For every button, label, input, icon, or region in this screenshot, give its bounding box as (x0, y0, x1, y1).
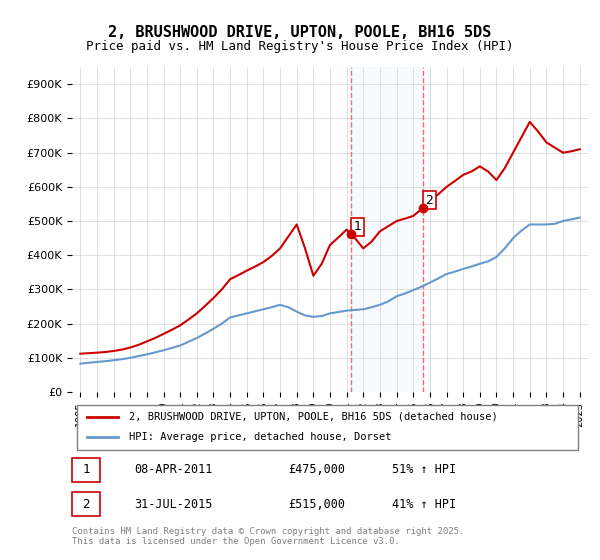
Text: HPI: Average price, detached house, Dorset: HPI: Average price, detached house, Dors… (129, 432, 391, 442)
FancyBboxPatch shape (72, 492, 100, 516)
Bar (351, 67, 423, 392)
Text: 1: 1 (353, 220, 362, 233)
FancyBboxPatch shape (72, 458, 100, 482)
Text: 1: 1 (82, 464, 89, 477)
Text: Contains HM Land Registry data © Crown copyright and database right 2025.
This d: Contains HM Land Registry data © Crown c… (72, 526, 464, 546)
FancyBboxPatch shape (77, 405, 578, 450)
Text: Price paid vs. HM Land Registry's House Price Index (HPI): Price paid vs. HM Land Registry's House … (86, 40, 514, 53)
Text: £515,000: £515,000 (289, 497, 346, 511)
Text: 2: 2 (425, 194, 433, 207)
Text: 2, BRUSHWOOD DRIVE, UPTON, POOLE, BH16 5DS: 2, BRUSHWOOD DRIVE, UPTON, POOLE, BH16 5… (109, 25, 491, 40)
Text: £475,000: £475,000 (289, 464, 346, 477)
Text: 41% ↑ HPI: 41% ↑ HPI (392, 497, 456, 511)
Text: 08-APR-2011: 08-APR-2011 (134, 464, 212, 477)
Text: 31-JUL-2015: 31-JUL-2015 (134, 497, 212, 511)
Text: 2: 2 (82, 497, 89, 511)
Text: 2, BRUSHWOOD DRIVE, UPTON, POOLE, BH16 5DS (detached house): 2, BRUSHWOOD DRIVE, UPTON, POOLE, BH16 5… (129, 412, 497, 422)
Text: 51% ↑ HPI: 51% ↑ HPI (392, 464, 456, 477)
